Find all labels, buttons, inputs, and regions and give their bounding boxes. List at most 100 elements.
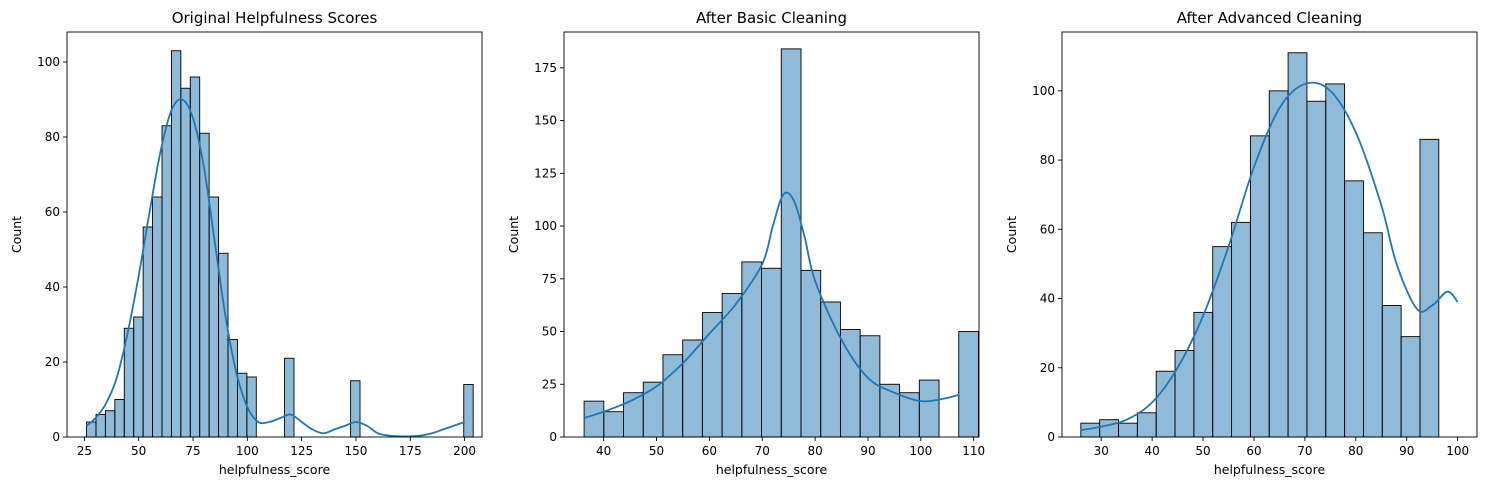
x-tick-label: 75 [185, 444, 200, 458]
histogram-bar [199, 132, 210, 438]
y-tick-label: 0 [1047, 430, 1055, 444]
histogram-bar [1249, 135, 1270, 438]
x-tick-label: 70 [1297, 444, 1312, 458]
histogram-bar [114, 399, 125, 438]
x-tick-label: 60 [702, 444, 717, 458]
x-tick-label: 60 [1246, 444, 1261, 458]
histogram-bar [1174, 350, 1195, 438]
x-tick-label: 70 [755, 444, 770, 458]
histogram-bar [104, 410, 116, 438]
histogram-bar [1306, 100, 1327, 438]
x-tick-label: 150 [345, 444, 368, 458]
y-tick-label: 100 [534, 219, 557, 233]
x-tick-label: 50 [649, 444, 664, 458]
x-axis-label: helpfulness_score [716, 462, 828, 477]
y-tick-label: 0 [549, 430, 557, 444]
histogram-bar [1344, 180, 1364, 438]
histogram-bar [1231, 221, 1251, 438]
x-tick-label: 90 [860, 444, 875, 458]
histogram-bar [859, 335, 881, 438]
x-tick-label: 80 [807, 444, 822, 458]
histogram-bar [583, 400, 605, 438]
histogram-bar [1268, 90, 1289, 438]
histogram-bar [284, 357, 295, 438]
x-tick-label: 200 [453, 444, 476, 458]
x-tick-label: 40 [1144, 444, 1159, 458]
y-tick-label: 100 [37, 55, 60, 69]
y-tick-label: 125 [534, 166, 557, 180]
kde-curve [1080, 81, 1459, 431]
histogram-bar [642, 381, 664, 438]
histogram-bar [1136, 412, 1157, 438]
histogram-bar [1118, 422, 1138, 438]
histogram-bar [95, 414, 106, 438]
histogram-bar [1400, 336, 1421, 438]
histogram-bar [918, 379, 940, 438]
histogram-bar [161, 125, 172, 438]
chart-panel-original: 25 50 75 100 125 150 175 200 0 20 40 60 80 100 Origi… [9, 9, 483, 477]
y-tick-label: 40 [1040, 292, 1055, 306]
x-tick-label: 40 [596, 444, 611, 458]
histogram-bar [958, 331, 979, 438]
x-tick-label: 100 [909, 444, 932, 458]
y-tick-label: 100 [1032, 84, 1055, 98]
histogram-bar [839, 328, 861, 438]
chart-title: Original Helpfulness Scores [172, 9, 378, 27]
y-tick-label: 175 [534, 61, 557, 75]
histogram-bar [780, 48, 802, 438]
y-tick-label: 20 [45, 355, 60, 369]
histogram-bar [180, 87, 191, 438]
histogram-bar [350, 380, 361, 438]
y-tick-label: 60 [1040, 222, 1055, 236]
y-axis-label: Count [1004, 216, 1019, 253]
kde-curve [583, 191, 960, 419]
chart-panel-basic-cleaning: 40 50 60 70 80 90 100 110 0 25 50 75 100 125 150 175 A… [506, 9, 985, 477]
histogram-bar [603, 411, 624, 438]
histogram-bar [761, 267, 782, 438]
histogram-bar [1381, 305, 1402, 438]
y-tick-label: 50 [542, 325, 557, 339]
histogram-bar [1325, 83, 1346, 438]
histogram-bar [1362, 232, 1383, 438]
histogram-bar [1419, 138, 1440, 438]
x-axis-label: helpfulness_score [219, 462, 331, 477]
x-tick-label: 100 [236, 444, 259, 458]
chart-panel-advanced-cleaning: 30 40 50 60 70 80 90 100 0 20 40 60 80 100 After Adv… [1004, 9, 1478, 477]
x-axis-label: helpfulness_score [1214, 462, 1326, 477]
x-tick-label: 30 [1094, 444, 1109, 458]
histogram-bar [152, 196, 163, 438]
histogram-bar [879, 383, 901, 438]
histogram-bar [1099, 419, 1119, 438]
y-tick-label: 80 [45, 130, 60, 144]
histogram-bar [820, 301, 841, 438]
y-tick-label: 60 [45, 205, 60, 219]
x-tick-label: 110 [962, 444, 985, 458]
y-tick-label: 150 [534, 114, 557, 128]
histogram-bar [142, 226, 154, 438]
x-tick-label: 25 [77, 444, 92, 458]
histogram-bar [189, 76, 201, 438]
y-axis-label: Count [9, 216, 24, 253]
x-tick-label: 100 [1446, 444, 1469, 458]
y-tick-label: 80 [1040, 153, 1055, 167]
histogram-bar [721, 293, 743, 438]
x-tick-label: 175 [399, 444, 422, 458]
x-tick-label: 50 [1195, 444, 1210, 458]
y-axis-label: Count [506, 216, 521, 253]
y-tick-label: 25 [542, 377, 557, 391]
y-tick-label: 0 [52, 430, 60, 444]
x-tick-label: 80 [1348, 444, 1363, 458]
y-tick-label: 40 [45, 280, 60, 294]
x-tick-label: 125 [290, 444, 313, 458]
y-tick-label: 20 [1040, 361, 1055, 375]
histogram-bar [1287, 52, 1308, 438]
kde-curve [85, 98, 465, 438]
x-tick-label: 50 [131, 444, 146, 458]
x-tick-label: 90 [1399, 444, 1414, 458]
histogram-bar [463, 384, 474, 438]
chart-title: After Advanced Cleaning [1177, 9, 1362, 27]
histogram-bar [800, 269, 822, 438]
chart-title: After Basic Cleaning [696, 9, 847, 27]
histogram-bar [682, 339, 703, 438]
